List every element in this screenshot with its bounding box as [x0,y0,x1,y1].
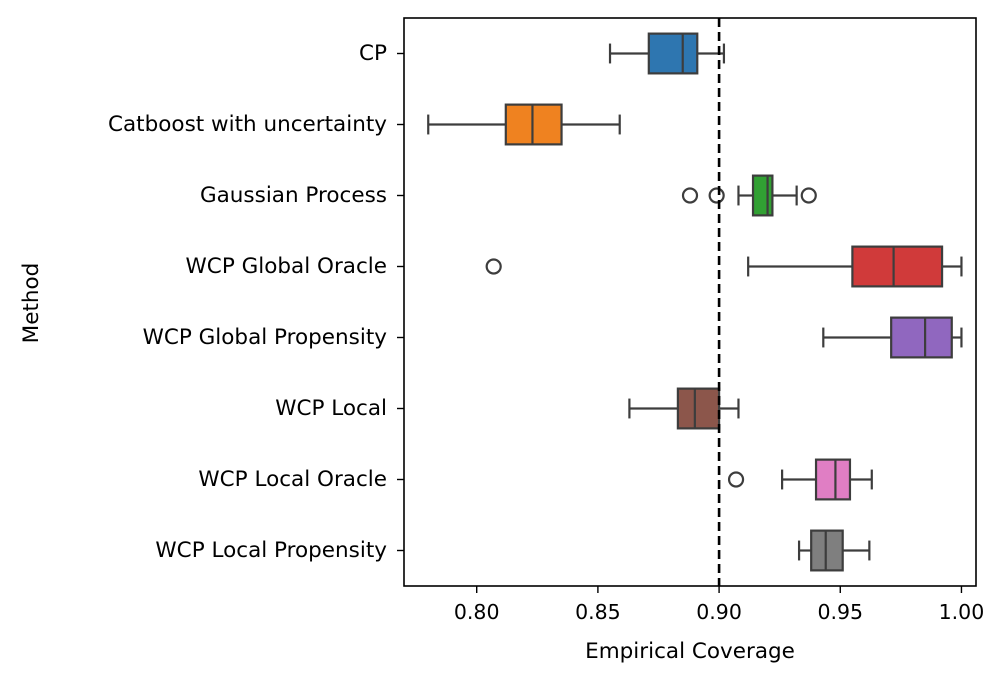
iqr-box [676,387,721,430]
axes-frame [403,17,977,587]
y-axis-ticks: CP Catboost with uncertainty Gaussian Proc… [108,41,404,563]
x-tick-label: 0.80 [454,600,500,624]
y-tick-label: WCP Local Propensity [155,538,387,563]
outlier-point [485,258,502,275]
box-group-0 [608,32,726,75]
iqr-box [890,316,953,359]
box-group-4 [822,316,963,359]
iqr-box [814,458,852,501]
outlier-point [708,187,725,204]
box-group-3 [485,245,963,288]
box-group-6 [727,458,873,501]
outlier-point [800,187,817,204]
outlier-point [727,471,745,488]
outlier-point [681,187,699,204]
x-axis-ticks: 0.80 0.85 0.90 0.95 1.00 [454,586,984,624]
x-tick-label: 0.90 [696,600,742,624]
x-axis-label: Empirical Coverage [585,639,795,664]
box-group-7 [797,529,871,572]
y-tick-label: WCP Global Propensity [143,325,388,350]
y-tick-label: CP [359,41,387,66]
iqr-box [504,103,563,146]
iqr-box [751,174,774,217]
box-group-2 [681,174,817,217]
iqr-box [810,529,844,572]
y-tick-label: Catboost with uncertainty [108,112,387,137]
y-tick-label: WCP Global Oracle [186,254,387,279]
box-group-5 [628,387,740,430]
plot-area [427,18,963,586]
y-tick-label: WCP Local Oracle [198,467,387,492]
x-tick-label: 1.00 [939,600,985,624]
y-tick-label: WCP Local [275,396,387,421]
y-axis-label: Method [19,263,44,344]
iqr-box [851,245,944,288]
y-tick-label: Gaussian Process [200,183,387,208]
x-tick-label: 0.85 [575,600,621,624]
x-tick-label: 0.95 [817,600,863,624]
box-group-1 [427,103,621,146]
iqr-box [647,32,699,75]
